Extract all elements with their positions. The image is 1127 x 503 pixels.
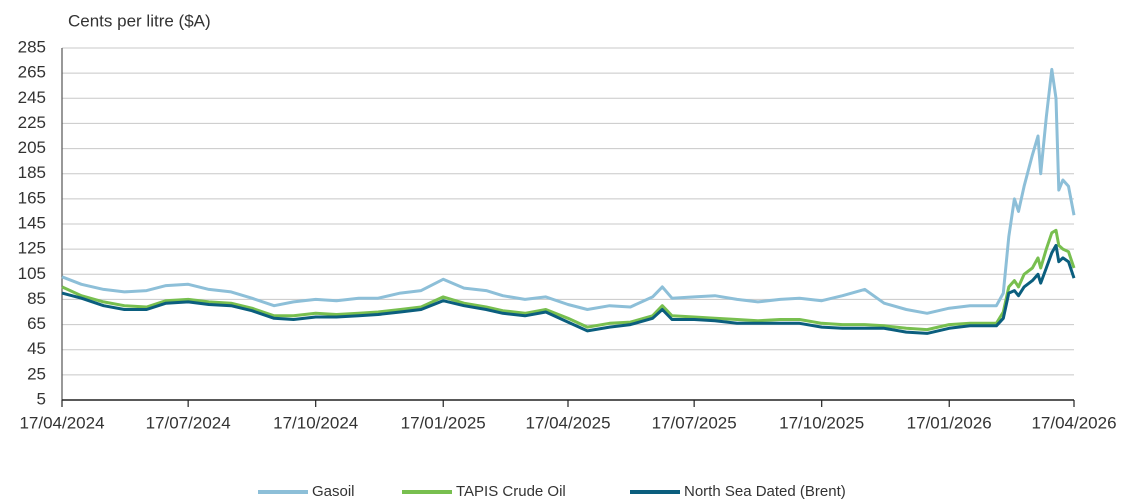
y-axis-title: Cents per litre ($A) (68, 11, 211, 30)
series-line (61, 243, 1076, 335)
x-tick-label: 17/04/2025 (525, 413, 610, 432)
y-tick-label: 145 (18, 213, 46, 232)
y-tick-label: 225 (18, 113, 46, 132)
x-tick-label: 17/04/2024 (19, 413, 104, 432)
y-tick-label: 65 (27, 314, 46, 333)
y-tick-label: 125 (18, 239, 46, 258)
legend-label: North Sea Dated (Brent) (684, 483, 846, 500)
y-tick-label: 285 (18, 37, 46, 56)
x-tick-label: 17/01/2025 (401, 413, 486, 432)
x-tick-label: 17/04/2026 (1031, 413, 1116, 432)
x-tick-label: 17/01/2026 (907, 413, 992, 432)
legend-label: TAPIS Crude Oil (456, 483, 566, 500)
y-tick-label: 265 (18, 63, 46, 82)
x-tick-label: 17/07/2025 (652, 413, 737, 432)
y-tick-label: 105 (18, 264, 46, 283)
y-tick-label: 185 (18, 163, 46, 182)
legend-label: Gasoil (312, 483, 355, 500)
x-tick-label: 17/07/2024 (146, 413, 231, 432)
y-tick-label: 5 (37, 389, 46, 408)
series-line (61, 228, 1076, 332)
x-tick-label: 17/10/2024 (273, 413, 358, 432)
y-tick-label: 85 (27, 289, 46, 308)
series-line (61, 67, 1076, 315)
y-tick-label: 45 (27, 339, 46, 358)
y-tick-label: 245 (18, 88, 46, 107)
y-tick-label: 25 (27, 364, 46, 383)
x-tick-label: 17/10/2025 (779, 413, 864, 432)
y-tick-label: 165 (18, 188, 46, 207)
y-tick-label: 205 (18, 138, 46, 157)
